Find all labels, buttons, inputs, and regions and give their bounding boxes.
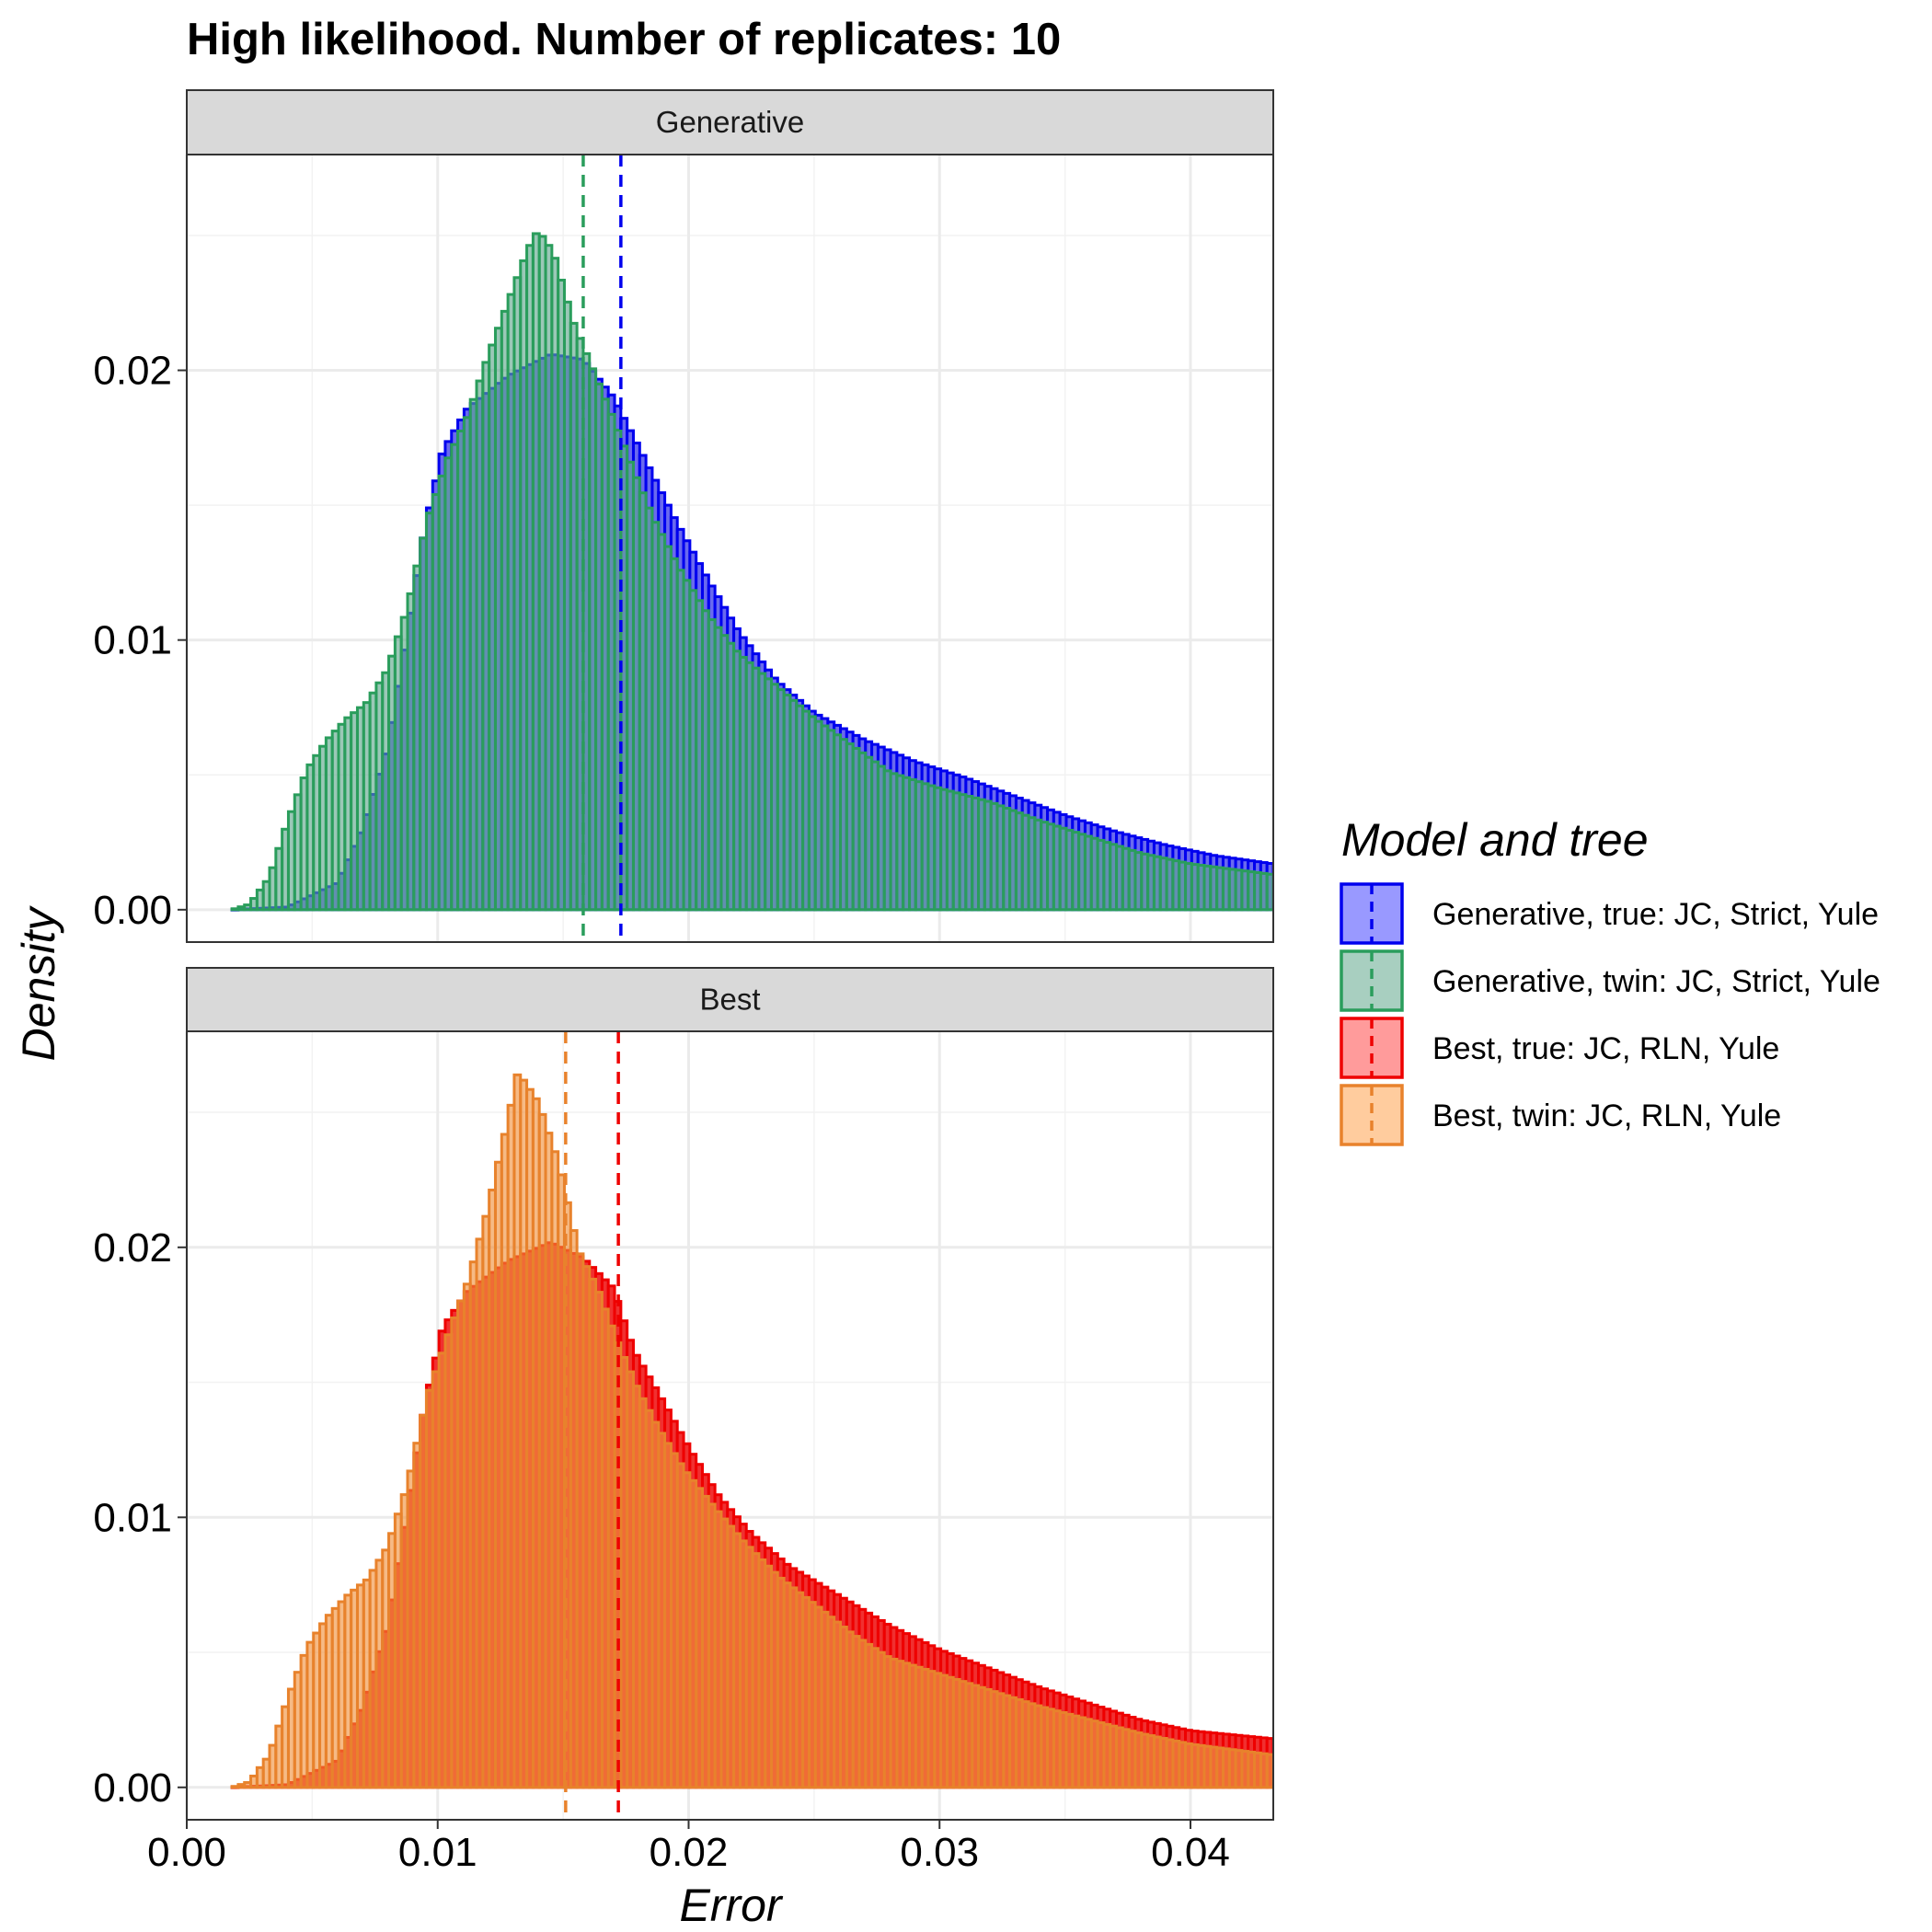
y-tick-label: 0.00	[93, 888, 172, 933]
histogram-bar	[1265, 872, 1273, 912]
facet-panel-generative: Generative 0.00 0.01 0.02	[93, 89, 1274, 943]
mean-lines	[581, 155, 623, 942]
y-axis-title: Density	[13, 905, 64, 1062]
histogram-bar	[1271, 1737, 1273, 1789]
histogram-bar	[1265, 1753, 1273, 1789]
legend-label: Best, true: JC, RLN, Yule	[1432, 1031, 1779, 1066]
facet-panels: Generative 0.00 0.01 0.02 Best 0.00 0.01 0.02	[93, 89, 1274, 1821]
legend-label: Best, twin: JC, RLN, Yule	[1432, 1098, 1781, 1133]
legend: Model and tree Generative, true: JC, Str…	[1340, 814, 1880, 1146]
histogram-bars	[230, 232, 1273, 912]
legend-title: Model and tree	[1341, 814, 1649, 866]
facet-strip-label: Best	[699, 983, 760, 1017]
x-tick-label: 0.00	[147, 1830, 226, 1875]
y-tick-label: 0.02	[93, 1225, 172, 1271]
facet-panel-best: Best 0.00 0.01 0.02	[93, 967, 1274, 1821]
histogram-bars	[230, 1073, 1273, 1789]
legend-entry: Best, twin: JC, RLN, Yule	[1340, 1084, 1781, 1146]
y-axis: 0.00 0.01 0.02	[93, 1225, 187, 1811]
histogram-bar	[1271, 862, 1273, 912]
histogram-bar	[1271, 873, 1273, 912]
x-tick-label: 0.03	[900, 1830, 979, 1875]
legend-entry: Generative, true: JC, Strict, Yule	[1340, 882, 1879, 945]
legend-label: Generative, twin: JC, Strict, Yule	[1432, 964, 1880, 999]
legend-label: Generative, true: JC, Strict, Yule	[1432, 897, 1879, 932]
histogram-bar	[1271, 1754, 1273, 1789]
chart-title: High likelihood. Number of replicates: 1…	[187, 15, 1061, 64]
facet-strip-label: Generative	[656, 105, 804, 139]
legend-entry: Generative, twin: JC, Strict, Yule	[1340, 949, 1880, 1012]
series-1-bars	[230, 232, 1273, 912]
facet-strip	[186, 89, 1274, 155]
series-1-bars	[230, 1073, 1273, 1789]
legend-entry: Best, true: JC, RLN, Yule	[1340, 1017, 1779, 1079]
y-tick-label: 0.00	[93, 1765, 172, 1811]
x-tick-label: 0.04	[1151, 1830, 1230, 1875]
mean-lines	[564, 1031, 620, 1820]
x-tick-label: 0.01	[398, 1830, 477, 1875]
y-tick-label: 0.01	[93, 1495, 172, 1540]
y-axis: 0.00 0.01 0.02	[93, 349, 187, 933]
x-axis-title: Error	[679, 1880, 783, 1931]
y-tick-label: 0.01	[93, 618, 172, 663]
x-axis: 0.00 0.01 0.02 0.03 0.04	[147, 1820, 1230, 1875]
x-tick-label: 0.02	[650, 1830, 729, 1875]
facet-strip	[186, 967, 1274, 1032]
y-tick-label: 0.02	[93, 349, 172, 394]
